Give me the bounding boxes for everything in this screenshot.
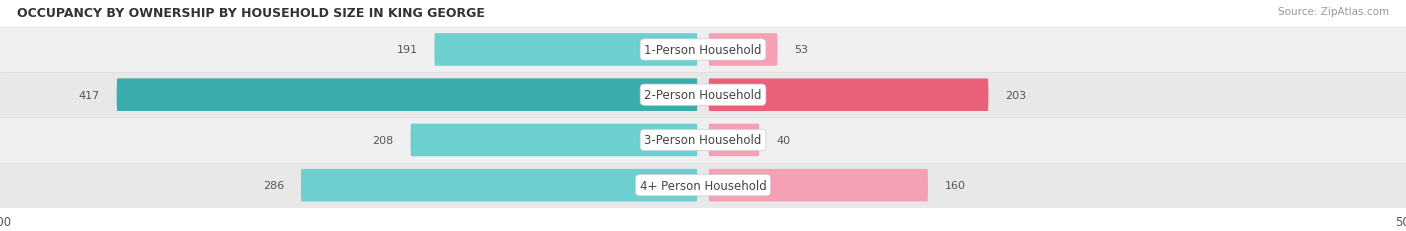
FancyBboxPatch shape bbox=[117, 79, 697, 112]
FancyBboxPatch shape bbox=[411, 124, 697, 157]
Text: 160: 160 bbox=[945, 180, 966, 190]
Text: 286: 286 bbox=[263, 180, 284, 190]
Bar bbox=[0, 28, 1406, 73]
Text: Source: ZipAtlas.com: Source: ZipAtlas.com bbox=[1278, 7, 1389, 17]
Text: 208: 208 bbox=[373, 135, 394, 145]
Text: 40: 40 bbox=[776, 135, 790, 145]
Text: 191: 191 bbox=[396, 45, 418, 55]
FancyBboxPatch shape bbox=[709, 34, 778, 67]
FancyBboxPatch shape bbox=[301, 169, 697, 202]
FancyBboxPatch shape bbox=[709, 124, 759, 157]
FancyBboxPatch shape bbox=[709, 79, 988, 112]
Text: 1-Person Household: 1-Person Household bbox=[644, 44, 762, 57]
Bar bbox=[0, 73, 1406, 118]
Text: 417: 417 bbox=[79, 90, 100, 100]
Text: 3-Person Household: 3-Person Household bbox=[644, 134, 762, 147]
FancyBboxPatch shape bbox=[434, 34, 697, 67]
Bar bbox=[0, 163, 1406, 208]
Text: 2-Person Household: 2-Person Household bbox=[644, 89, 762, 102]
FancyBboxPatch shape bbox=[709, 169, 928, 202]
Bar bbox=[0, 118, 1406, 163]
Text: 203: 203 bbox=[1005, 90, 1026, 100]
Text: 4+ Person Household: 4+ Person Household bbox=[640, 179, 766, 192]
Text: 53: 53 bbox=[794, 45, 808, 55]
Text: OCCUPANCY BY OWNERSHIP BY HOUSEHOLD SIZE IN KING GEORGE: OCCUPANCY BY OWNERSHIP BY HOUSEHOLD SIZE… bbox=[17, 7, 485, 20]
